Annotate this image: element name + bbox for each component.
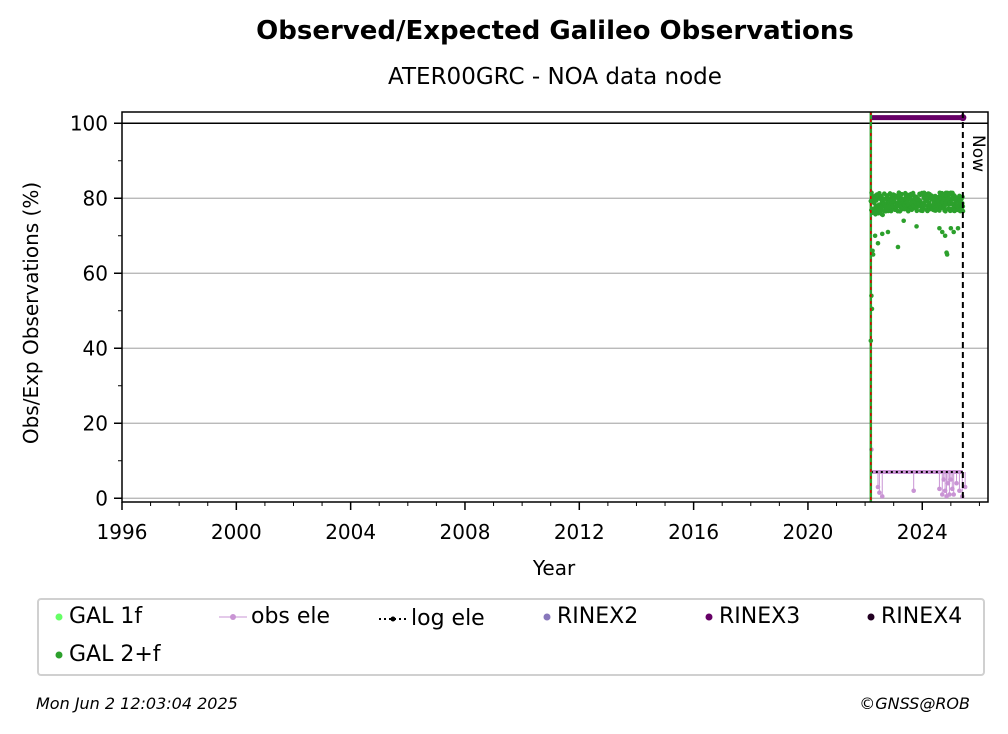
legend-label-rinex3: RINEX3 — [719, 604, 801, 629]
legend-label-log-ele: log ele — [411, 606, 485, 631]
plot-frame — [121, 111, 989, 503]
legend-item-gal-2f: GAL 2+f — [53, 642, 161, 667]
obs-ele-drop-point-11 — [947, 492, 952, 497]
obs-ele-drop-point-18 — [962, 484, 968, 490]
gal-2f-outlier-19 — [955, 225, 961, 231]
x-tick-label-3: 2008 — [440, 520, 491, 544]
obs-ele-drop-point-15 — [954, 480, 959, 486]
y-tick-label-2: 40 — [83, 336, 108, 360]
x-tick-label-1: 2000 — [211, 520, 262, 544]
chart-title: Observed/Expected Galileo Observations — [256, 16, 854, 46]
gal-2f-outlier-16 — [944, 252, 950, 257]
y-tick-label-4: 80 — [83, 186, 108, 210]
x-tick-label-7: 2024 — [897, 520, 948, 544]
legend-item-gal-1f: GAL 1f — [53, 604, 142, 629]
y-tick-label-3: 60 — [83, 261, 108, 285]
obs-ele-drop-point-5 — [937, 486, 942, 492]
gal-2f-outlier-10 — [901, 218, 906, 224]
now-label: Now — [968, 135, 988, 172]
gal-2f-outlier-6 — [875, 240, 881, 246]
legend-item-log-ele: log ele — [379, 606, 485, 631]
gal-2f-point-87 — [899, 191, 905, 197]
gal-2f-outlier-12 — [937, 225, 942, 231]
gal-2f-outlier-14 — [942, 233, 948, 239]
gal-2f-outlier-13 — [939, 229, 945, 235]
legend-label-gal-1f: GAL 1f — [69, 604, 143, 629]
chart-legend: GAL 1f GAL 2+f obs ele log ele RINEX2 RI… — [37, 598, 985, 676]
gal-2f-outlier-17 — [948, 225, 954, 231]
legend-item-rinex2: RINEX2 — [541, 604, 638, 629]
y-tick-label-5: 100 — [70, 111, 108, 135]
x-tick-label-5: 2016 — [668, 520, 719, 544]
gal-2f-point-129 — [914, 206, 919, 212]
legend-label-gal-2f: GAL 2+f — [69, 642, 161, 667]
gal-2f-point-57 — [888, 208, 894, 214]
gal-2f-outlier-9 — [895, 244, 901, 250]
legend-item-rinex3: RINEX3 — [703, 604, 800, 629]
chart-plot: Now 1996 2000 2004 2008 2012 2016 2020 2024 0 20 40… — [19, 111, 989, 580]
footer-timestamp: Mon Jun 2 12:03:04 2025 — [36, 694, 238, 713]
footer-credit: ©GNSS@ROB — [859, 694, 970, 713]
gal-2f-outlier-11 — [914, 224, 919, 229]
chart-subtitle: ATER00GRC - NOA data node — [388, 64, 722, 90]
x-tick-label-6: 2020 — [782, 520, 833, 544]
obs-ele-drop-point-6 — [939, 492, 945, 497]
obs-ele-drop-point-14 — [951, 492, 957, 497]
gal-2f-point-b32 — [880, 212, 885, 218]
obs-ele-drop-point-16 — [957, 488, 962, 494]
y-tick-label-0: 0 — [95, 486, 108, 510]
legend-item-obs-ele: obs ele — [219, 604, 330, 629]
y-axis-label: Obs/Exp Observations (%) — [19, 182, 43, 444]
obs-ele-drop-point-3 — [879, 494, 885, 499]
obs-ele-drop-point-2 — [877, 490, 882, 495]
legend-label-obs-ele: obs ele — [251, 604, 331, 629]
legend-item-rinex4: RINEX4 — [865, 604, 962, 629]
legend-label-rinex4: RINEX4 — [881, 604, 963, 629]
y-tick-label-1: 20 — [83, 411, 108, 435]
x-tick-label-0: 1996 — [97, 520, 148, 544]
x-tick-label-2: 2004 — [325, 520, 376, 544]
gal-2f-outlier-18 — [951, 229, 957, 235]
legend-label-rinex2: RINEX2 — [557, 604, 639, 629]
x-axis-label: Year — [532, 556, 576, 580]
gal-2f-point-b258 — [960, 208, 966, 214]
x-tick-label-4: 2012 — [554, 520, 605, 544]
gal-2f-outlier-7 — [879, 231, 885, 237]
gal-2f-outlier-5 — [872, 233, 878, 239]
obs-ele-drop-point-4 — [911, 488, 916, 494]
gal-2f-point-b14 — [873, 198, 879, 203]
gal-2f-point-209 — [942, 202, 948, 208]
gal-2f-outlier-8 — [885, 229, 891, 235]
